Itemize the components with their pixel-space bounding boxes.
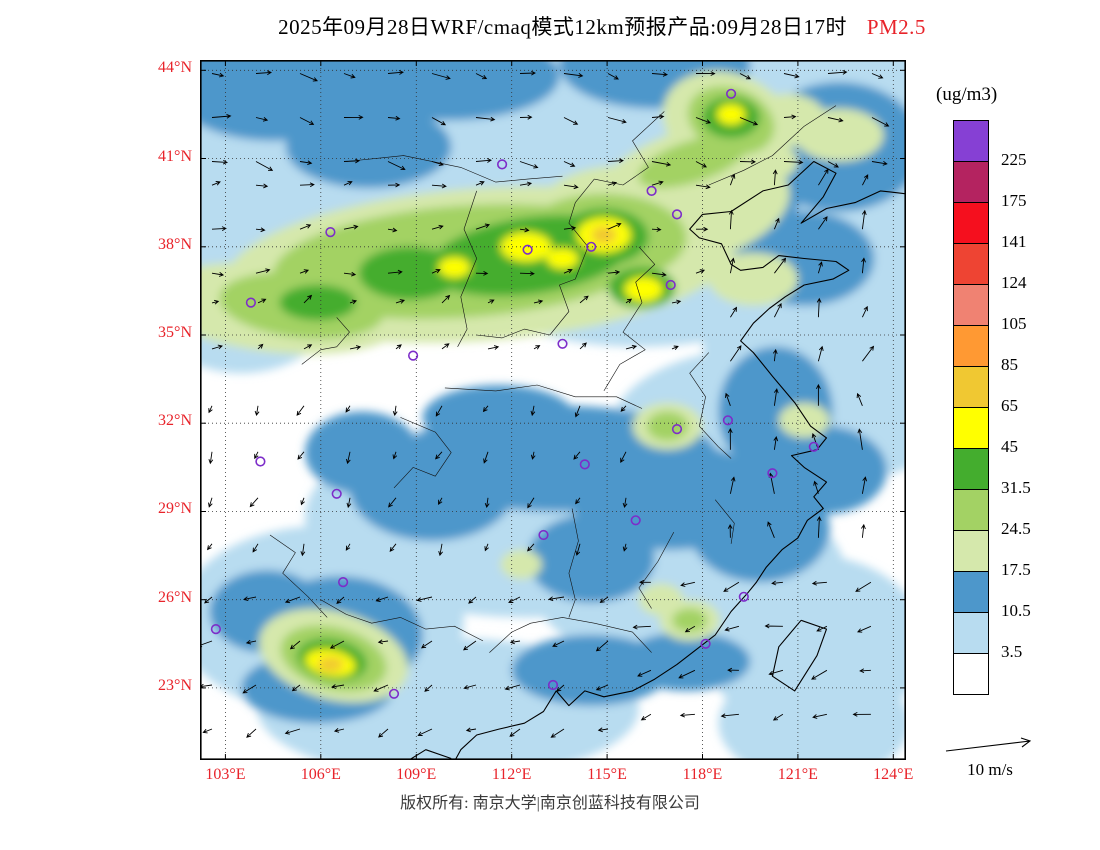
x-axis-tick-label: 121°E xyxy=(777,766,818,783)
figure-title-species: PM2.5 xyxy=(866,15,926,39)
legend-tick-label: 105 xyxy=(1001,314,1027,333)
x-axis-tick-label: 124°E xyxy=(873,766,914,783)
figure-title-main: 2025年09月28日WRF/cmaq模式12km预报产品:09月28日17时 xyxy=(278,15,848,39)
legend-tick-label: 85 xyxy=(1001,355,1018,374)
map-svg xyxy=(200,60,906,760)
legend-tick-label: 17.5 xyxy=(1001,560,1031,579)
legend-color-box xyxy=(953,448,989,490)
legend-color-box xyxy=(953,120,989,162)
wind-reference-arrow-icon xyxy=(945,737,1032,752)
legend-color-box xyxy=(953,530,989,572)
city-marker xyxy=(497,159,508,170)
city-marker xyxy=(388,688,400,699)
city-marker xyxy=(725,88,737,99)
y-axis-tick-label: 23°N xyxy=(158,676,192,694)
city-marker xyxy=(665,279,676,291)
city-marker xyxy=(700,638,711,649)
legend-color-box xyxy=(953,612,989,654)
city-marker xyxy=(630,515,641,526)
city-marker xyxy=(722,415,734,426)
legend-color-box xyxy=(953,366,989,408)
city-marker xyxy=(671,209,683,220)
x-axis-tick-label: 112°E xyxy=(491,766,532,783)
pm25-field-layer xyxy=(200,60,906,760)
legend-color-box xyxy=(953,325,989,367)
city-marker xyxy=(671,424,683,435)
y-axis-tick-label: 29°N xyxy=(158,500,192,518)
y-axis-tick-label: 41°N xyxy=(158,147,192,165)
legend-color-box xyxy=(953,284,989,326)
city-marker xyxy=(522,244,533,255)
legend-color-box xyxy=(953,407,989,449)
city-markers xyxy=(210,88,819,699)
x-axis-tick-label: 109°E xyxy=(396,766,437,783)
plot-border xyxy=(200,60,906,760)
colorbar-legend: (ug/m3) 225 175 141 124 105 85 65 45 31.5 24.5 17.… xyxy=(936,84,1098,695)
legend-tick-label: 45 xyxy=(1001,437,1018,456)
wind-reference-label: 10 m/s xyxy=(967,760,1013,779)
graticule xyxy=(200,60,906,760)
y-axis-tick-label: 35°N xyxy=(158,324,192,341)
city-marker xyxy=(557,338,568,349)
x-axis-tick-label: 115°E xyxy=(587,766,627,783)
city-marker xyxy=(255,456,266,467)
legend-color-box xyxy=(953,243,989,285)
legend-tick-label: 31.5 xyxy=(1001,478,1031,497)
city-marker xyxy=(245,297,257,308)
legend-color-box xyxy=(953,161,989,203)
colorbar: 225 175 141 124 105 85 65 45 31.5 24.5 17.5 10.5 3.5 xyxy=(953,120,1031,695)
legend-tick-label: 10.5 xyxy=(1001,601,1031,620)
x-axis-tick-label: 106°E xyxy=(300,766,341,783)
legend-tick-label: 24.5 xyxy=(1001,519,1031,538)
legend-tick-label: 65 xyxy=(1001,396,1018,415)
legend-tick-label: 124 xyxy=(1001,273,1027,292)
legend-tick-label: 141 xyxy=(1001,232,1027,251)
legend-tick-label: 175 xyxy=(1001,191,1027,210)
legend-color-box xyxy=(953,653,989,695)
city-marker xyxy=(325,227,336,238)
copyright-footer: 版权所有: 南京大学|南京创蓝科技有限公司 xyxy=(400,795,700,812)
province-borders xyxy=(269,105,837,653)
city-marker xyxy=(408,350,419,361)
city-marker xyxy=(547,679,559,691)
city-marker xyxy=(767,468,778,479)
legend-color-box xyxy=(953,571,989,613)
city-marker xyxy=(646,185,657,196)
legend-color-box xyxy=(953,202,989,244)
y-axis-tick-label: 32°N xyxy=(158,412,192,430)
city-marker xyxy=(538,529,549,541)
city-marker xyxy=(210,623,221,635)
wind-vector-layer xyxy=(200,69,890,738)
y-axis-tick-label: 44°N xyxy=(158,59,192,77)
city-marker xyxy=(586,241,597,252)
legend-tick-label: 3.5 xyxy=(1001,642,1023,661)
y-axis-tick-label: 26°N xyxy=(158,588,192,606)
legend-color-box xyxy=(953,489,989,531)
wind-reference: 10 m/s xyxy=(925,735,1055,780)
map-plot-area xyxy=(200,60,906,760)
city-marker xyxy=(338,576,349,588)
city-marker xyxy=(579,459,590,470)
y-axis-tick-label: 38°N xyxy=(158,235,192,253)
x-axis-tick-label: 103°E xyxy=(205,766,246,783)
figure-title: 2025年09月28日WRF/cmaq模式12km预报产品:09月28日17时 … xyxy=(52,11,1100,41)
city-marker xyxy=(808,441,819,452)
x-axis-tick-label: 118°E xyxy=(682,766,723,783)
legend-unit-label: (ug/m3) xyxy=(936,84,998,105)
legend-tick-label: 225 xyxy=(1001,150,1027,169)
city-marker xyxy=(331,488,342,499)
city-marker xyxy=(738,591,749,602)
